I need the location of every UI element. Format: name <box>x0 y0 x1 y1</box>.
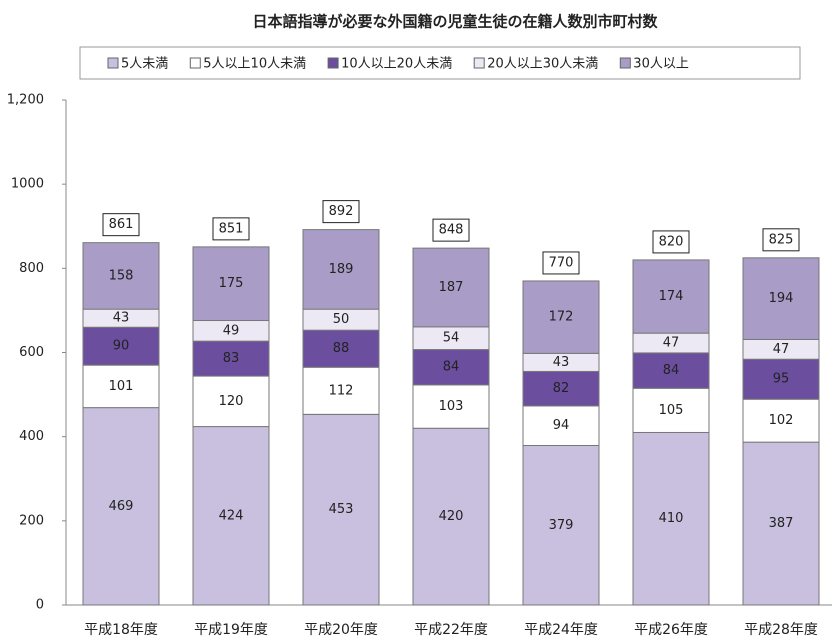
bar-segment <box>412 349 490 386</box>
legend-swatch <box>107 57 119 69</box>
total-label: 892 <box>329 204 354 219</box>
bar-segment <box>192 426 270 606</box>
bar-segment <box>742 358 820 400</box>
total-box <box>102 213 140 237</box>
total-box <box>542 251 580 275</box>
data-label: 54 <box>443 331 460 346</box>
bar-segment <box>632 259 710 334</box>
data-label: 379 <box>549 518 574 533</box>
data-label: 112 <box>329 383 354 398</box>
bar-segment <box>302 413 380 606</box>
y-tick-label: 600 <box>19 345 44 360</box>
x-tick-label: 平成28年度 <box>744 622 818 638</box>
data-label: 94 <box>553 418 570 433</box>
data-label: 187 <box>439 280 464 295</box>
data-label: 49 <box>223 323 240 338</box>
bar-segment <box>522 445 600 606</box>
bar-segment <box>302 229 380 310</box>
data-label: 50 <box>333 312 350 327</box>
bar-segment <box>412 427 490 606</box>
data-label: 103 <box>439 399 464 414</box>
data-label: 453 <box>329 502 354 517</box>
legend-swatch <box>619 57 631 69</box>
data-label: 84 <box>443 360 460 375</box>
data-label: 120 <box>219 394 244 409</box>
data-label: 424 <box>219 508 244 523</box>
data-label: 410 <box>659 511 684 526</box>
y-tick-label: 1,200 <box>7 93 44 108</box>
bar-segment <box>522 280 600 354</box>
y-tick-label: 800 <box>19 261 44 276</box>
bar-segment <box>82 407 160 606</box>
legend-label: 5人未満 <box>121 57 168 72</box>
data-label: 84 <box>663 363 680 378</box>
y-tick-label: 400 <box>19 429 44 444</box>
data-label: 95 <box>773 372 790 387</box>
y-tick-label: 200 <box>19 513 44 528</box>
bar-segment <box>82 326 160 366</box>
data-label: 90 <box>113 339 130 354</box>
legend-label: 10人以上20人未満 <box>341 57 452 72</box>
total-label: 825 <box>769 232 794 247</box>
bar-segment <box>742 441 820 606</box>
bar-segment <box>82 242 160 310</box>
data-label: 82 <box>553 381 570 396</box>
bar-segment <box>412 247 490 328</box>
data-label: 194 <box>769 291 794 306</box>
data-label: 43 <box>553 355 570 370</box>
bar-segment <box>632 387 710 433</box>
data-label: 88 <box>333 341 350 356</box>
legend-swatch <box>473 57 485 69</box>
bar-segment <box>522 405 600 447</box>
total-box <box>212 217 250 241</box>
total-box <box>432 218 470 242</box>
total-label: 861 <box>109 217 134 232</box>
bar-segment <box>192 246 270 322</box>
x-tick-label: 平成20年度 <box>304 622 378 638</box>
x-tick-label: 平成26年度 <box>634 622 708 638</box>
bar-segment <box>412 384 490 429</box>
data-label: 175 <box>219 276 244 291</box>
data-label: 43 <box>113 311 130 326</box>
total-label: 820 <box>659 234 684 249</box>
y-tick-label: 1000 <box>11 177 44 192</box>
x-tick-label: 平成18年度 <box>84 622 158 638</box>
x-tick-label: 平成24年度 <box>524 622 598 638</box>
total-label: 848 <box>439 223 464 238</box>
x-tick-label: 平成19年度 <box>194 622 268 638</box>
total-label: 851 <box>219 221 244 236</box>
data-label: 387 <box>769 516 794 531</box>
y-tick-label: 0 <box>36 598 44 613</box>
data-label: 83 <box>223 351 240 366</box>
total-box <box>652 230 690 254</box>
data-label: 101 <box>109 379 134 394</box>
legend-label: 30人以上 <box>633 57 689 72</box>
x-tick-label: 平成22年度 <box>414 622 488 638</box>
bar-segment <box>742 257 820 340</box>
legend-swatch <box>327 57 339 69</box>
data-label: 158 <box>109 268 134 283</box>
data-label: 102 <box>769 413 794 428</box>
total-box <box>762 228 800 252</box>
total-box <box>322 200 360 224</box>
data-label: 105 <box>659 403 684 418</box>
data-label: 172 <box>549 310 574 325</box>
total-label: 770 <box>549 255 574 270</box>
data-label: 189 <box>329 262 354 277</box>
bar-segment <box>192 340 270 377</box>
legend-swatch <box>189 57 201 69</box>
data-label: 47 <box>663 336 680 351</box>
legend-label: 20人以上30人未満 <box>487 57 598 72</box>
legend-label: 5人以上10人未満 <box>203 57 306 72</box>
data-label: 420 <box>439 509 464 524</box>
data-label: 47 <box>773 342 790 357</box>
data-label: 469 <box>109 499 134 514</box>
data-label: 174 <box>659 289 684 304</box>
chart-title: 日本語指導が必要な外国籍の児童生徒の在籍人数別市町村数 <box>252 13 658 31</box>
